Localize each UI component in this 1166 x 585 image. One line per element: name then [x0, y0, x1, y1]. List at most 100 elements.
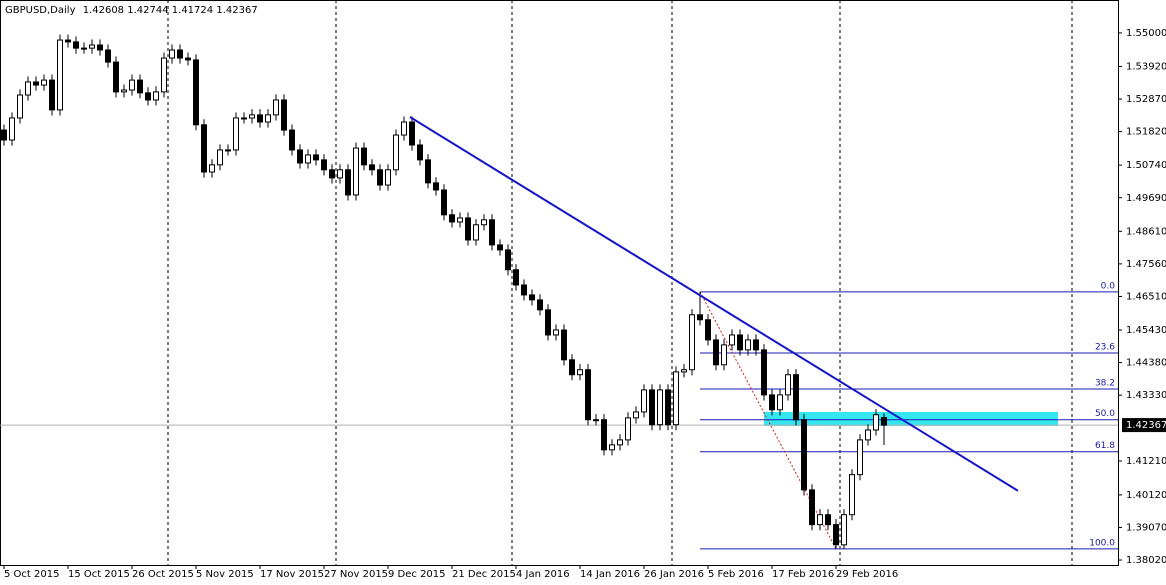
candle-body	[673, 371, 679, 426]
candle-body	[849, 474, 855, 516]
candle-body	[217, 149, 223, 166]
candle-body	[825, 514, 831, 526]
y-tick-label: 1.46510	[1126, 291, 1166, 302]
candle-body	[601, 419, 607, 451]
candle-body	[465, 217, 471, 241]
fib-label: 100.0	[1089, 538, 1115, 548]
candle-body	[777, 394, 783, 411]
candle-body	[369, 164, 375, 171]
candle-body	[745, 339, 751, 351]
candle-body	[497, 244, 503, 251]
candle-body	[153, 91, 159, 101]
y-tick-label: 1.39070	[1126, 522, 1166, 533]
symbol: GBPUSD,Daily	[5, 5, 76, 16]
candle-body	[457, 217, 463, 223]
candle-body	[89, 44, 95, 49]
candle-body	[761, 349, 767, 396]
x-tick-label: 5 Oct 2015	[4, 569, 59, 580]
candle-body	[473, 224, 479, 241]
candle-body	[145, 92, 151, 101]
plot-frame	[0, 0, 1119, 566]
candle-body	[257, 114, 263, 123]
x-tick-label: 17 Feb 2016	[772, 569, 834, 580]
candle-body	[361, 147, 367, 166]
fib-label: 0.0	[1101, 281, 1116, 291]
y-tick-label: 1.49690	[1126, 193, 1166, 204]
high-value: 1.42744	[127, 5, 168, 16]
x-tick-label: 26 Oct 2015	[132, 569, 194, 580]
candle-body	[49, 79, 55, 111]
candle-body	[809, 489, 815, 526]
candle-body	[393, 134, 399, 171]
candle-body	[769, 394, 775, 411]
candle-body	[857, 439, 863, 476]
candle-body	[409, 121, 415, 146]
candle-body	[337, 169, 343, 179]
candle-body	[801, 419, 807, 491]
candle-body	[385, 169, 391, 186]
x-tick-label: 27 Nov 2015	[324, 569, 388, 580]
y-tick-label: 1.48610	[1126, 226, 1166, 237]
candle-body	[121, 89, 127, 93]
candle-body	[521, 284, 527, 296]
candle-body	[273, 99, 279, 116]
candle-body	[289, 129, 295, 151]
x-tick-label: 4 Jan 2016	[516, 569, 570, 580]
candle-body	[657, 389, 663, 426]
y-tick-label: 1.53920	[1126, 61, 1166, 72]
price-box	[1122, 418, 1166, 433]
candle-body	[1, 129, 7, 141]
candle-body	[737, 334, 743, 351]
y-tick-label: 1.41210	[1126, 456, 1166, 467]
candle-body	[729, 334, 735, 346]
y-tick-label: 1.38020	[1126, 555, 1166, 566]
plot-layer: 0.0 23.6 38.2 50.0 61.8 100.0	[0, 0, 1118, 565]
candle-body	[57, 39, 63, 111]
candle-body	[649, 389, 655, 426]
candle-body	[41, 79, 47, 86]
candle-body	[513, 269, 519, 286]
candle-body	[841, 514, 847, 546]
candle-body	[713, 339, 719, 366]
supply-zone	[764, 411, 1058, 426]
candle-body	[561, 329, 567, 361]
low-value: 1.41724	[172, 5, 213, 16]
candle-body	[617, 439, 623, 446]
price-box-text: 1.42367	[1126, 420, 1166, 431]
candle-body	[593, 419, 599, 422]
candle-body	[265, 114, 271, 123]
fib-label: 23.6	[1095, 342, 1115, 352]
candle-body	[241, 117, 247, 120]
candle-body	[721, 344, 727, 366]
candle-body	[753, 339, 759, 351]
close-value: 1.42367	[216, 5, 257, 16]
y-tick-label: 1.43330	[1126, 390, 1166, 401]
y-tick-label: 1.51820	[1126, 127, 1166, 138]
candle-body	[881, 417, 887, 426]
trendline	[409, 116, 1019, 492]
candle-body	[689, 314, 695, 371]
x-tick-label: 29 Feb 2016	[836, 569, 898, 580]
candle-body	[81, 47, 87, 50]
candle-body	[105, 49, 111, 63]
candle-body	[209, 164, 215, 173]
candle-body	[177, 49, 183, 59]
y-tick-label: 1.52870	[1126, 94, 1166, 105]
candle-body	[33, 81, 39, 86]
candle-body	[873, 414, 879, 431]
candle-body	[697, 314, 703, 321]
x-tick-label: 9 Dec 2015	[388, 569, 446, 580]
candle-body	[137, 79, 143, 94]
x-tick-label: 14 Jan 2016	[580, 569, 640, 580]
candle-body	[129, 79, 135, 91]
candle-body	[865, 429, 871, 441]
fib-swing	[699, 291, 837, 550]
candle-body	[529, 294, 535, 301]
candle-body	[113, 61, 119, 93]
fib-label: 61.8	[1095, 441, 1115, 451]
y-tick-label: 1.55000	[1126, 28, 1166, 39]
fib-label: 38.2	[1095, 378, 1115, 388]
candle-body	[625, 417, 631, 441]
y-tick-label: 1.44380	[1126, 358, 1166, 369]
